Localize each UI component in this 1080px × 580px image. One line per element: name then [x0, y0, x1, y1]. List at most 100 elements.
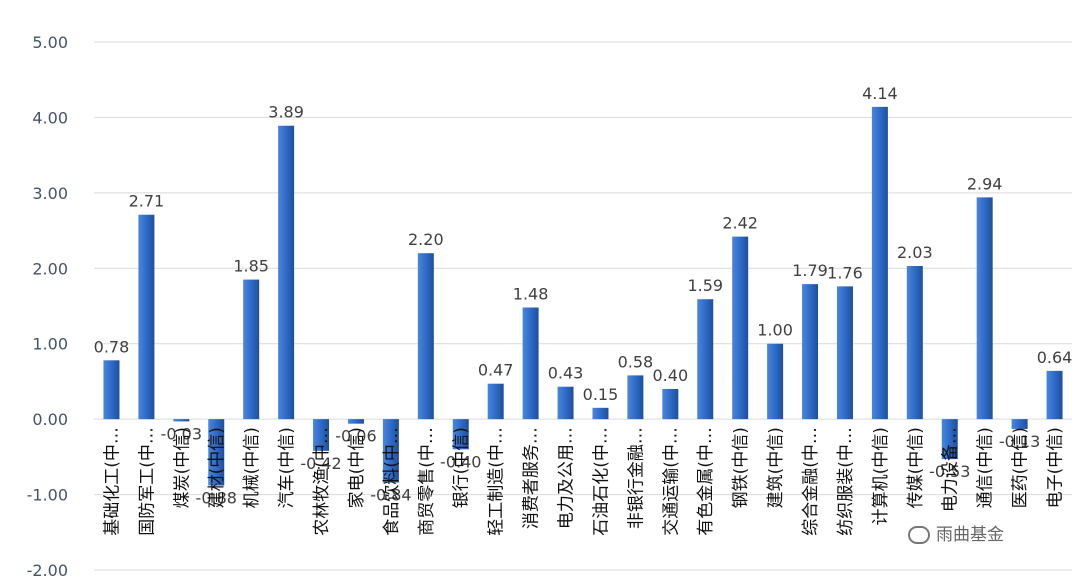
- x-tick-label: 电力及公用…: [557, 427, 577, 529]
- bar: [906, 266, 923, 420]
- bar: [347, 419, 364, 424]
- bar: [138, 214, 155, 420]
- bar: [487, 383, 504, 420]
- x-tick-label: 国防军工(中…: [137, 427, 157, 536]
- value-label: 0.58: [618, 352, 654, 371]
- x-tick-label: 医药(中信): [1011, 427, 1031, 508]
- x-tick-label: 农林牧渔(中…: [312, 427, 332, 536]
- value-label: 2.94: [967, 174, 1003, 193]
- y-tick-label: -1.00: [27, 486, 68, 505]
- y-tick-label: 5.00: [32, 33, 68, 52]
- value-label: 1.59: [687, 276, 723, 295]
- x-tick-label: 建材(中信): [207, 427, 227, 508]
- bar: [173, 419, 190, 422]
- y-tick-label: 2.00: [32, 259, 68, 278]
- bar: [243, 279, 260, 420]
- y-tick-label: 1.00: [32, 335, 68, 354]
- x-tick-label: 消费者服务…: [522, 427, 542, 529]
- value-label: 4.14: [862, 84, 898, 103]
- x-tick-label: 交通运输(中…: [661, 427, 681, 536]
- bars: [103, 106, 1063, 486]
- bar: [1046, 370, 1063, 420]
- value-labels: 0.78 2.71 -0.03 -0.88 1.85 3.89 -0.42 -0.06 -0.8…: [94, 84, 1073, 508]
- value-label: 1.00: [757, 321, 793, 340]
- x-tick-label: 钢铁(中信): [731, 427, 751, 508]
- x-tick-label: 基础化工(中…: [102, 427, 122, 536]
- value-label: 2.03: [897, 243, 933, 262]
- value-label: 1.85: [233, 257, 269, 276]
- x-tick-label: 家电(中信): [347, 427, 367, 508]
- x-tick-label: 计算机(中信): [871, 427, 891, 525]
- value-label: 0.47: [478, 361, 514, 380]
- value-label: 2.42: [722, 214, 758, 233]
- value-label: 1.76: [827, 263, 863, 282]
- bar: [941, 419, 958, 460]
- value-label: 1.79: [792, 261, 828, 280]
- value-label: -0.84: [370, 486, 411, 505]
- bar: [382, 419, 399, 483]
- y-tick-label: 4.00: [32, 108, 68, 127]
- value-label: -0.42: [300, 454, 341, 473]
- x-tick-label: 纺织服装(中…: [836, 427, 856, 536]
- value-label: 0.40: [653, 366, 689, 385]
- x-tick-label: 有色金属(中…: [696, 427, 716, 536]
- value-label: 0.15: [583, 385, 619, 404]
- bar: [278, 125, 295, 420]
- value-label: -0.40: [440, 452, 481, 471]
- value-label: 2.71: [129, 192, 165, 211]
- x-tick-label: 机械(中信): [242, 427, 262, 508]
- value-label: 2.20: [408, 230, 444, 249]
- x-tick-label: 传媒(中信): [906, 427, 926, 508]
- bar: [208, 419, 225, 486]
- x-tick-label: 非银行金融…: [626, 427, 646, 529]
- x-tick-label: 石油石化(中…: [591, 427, 611, 536]
- x-tick-label: 轻工制造(中…: [487, 427, 507, 536]
- bar: [976, 197, 993, 420]
- bar: [802, 284, 819, 420]
- y-tick-label: 0.00: [32, 410, 68, 429]
- bar: [557, 386, 574, 420]
- watermark: 雨曲基金: [908, 520, 1004, 545]
- y-axis-ticks: 5.00 4.00 3.00 2.00 1.00 0.00 -1.00 -2.00: [27, 33, 68, 580]
- value-label: 0.64: [1037, 348, 1073, 367]
- bar: [732, 236, 749, 420]
- x-tick-label: 电力设备…: [941, 427, 961, 512]
- x-tick-label: 通信(中信): [976, 427, 996, 508]
- value-label: -0.53: [929, 462, 970, 481]
- bar: [103, 360, 120, 420]
- value-label: -0.13: [999, 432, 1040, 451]
- bar: [417, 253, 434, 420]
- x-tick-label: 建筑(中信): [766, 427, 786, 508]
- bar: [697, 299, 714, 420]
- x-tick-label: 银行(中信): [452, 427, 472, 508]
- x-tick-label: 煤炭(中信): [172, 427, 192, 508]
- value-label: -0.06: [335, 427, 376, 446]
- y-tick-label: -2.00: [27, 561, 68, 580]
- value-label: 3.89: [268, 103, 304, 122]
- x-tick-label: 汽车(中信): [277, 427, 297, 508]
- value-label: -0.88: [196, 489, 237, 508]
- y-tick-label: 3.00: [32, 184, 68, 203]
- wechat-icon: [908, 526, 930, 544]
- value-label: 0.78: [94, 337, 130, 356]
- x-tick-label: 食品饮料(中…: [382, 427, 402, 536]
- bar: [592, 407, 609, 420]
- bar: [836, 286, 853, 420]
- x-tick-label: 综合金融(中…: [801, 427, 821, 536]
- x-tick-label: 商贸零售(中…: [417, 427, 437, 536]
- bar: [662, 388, 679, 420]
- x-axis-labels: 基础化工(中… 国防军工(中… 煤炭(中信) 建材(中信) 机械(中信) 汽车(中信) 农林…: [102, 427, 1065, 536]
- watermark-text: 雨曲基金: [936, 525, 1004, 545]
- bar: [1011, 419, 1028, 429]
- bar: [452, 419, 469, 450]
- bar: [627, 375, 644, 420]
- value-label: 0.43: [548, 364, 584, 383]
- bar: [313, 419, 330, 451]
- bar: [767, 343, 784, 420]
- bar: [871, 106, 888, 420]
- bar: [522, 307, 539, 420]
- x-tick-label: 电子(中信): [1046, 427, 1066, 508]
- value-label: -0.03: [161, 424, 202, 443]
- value-label: 1.48: [513, 285, 549, 304]
